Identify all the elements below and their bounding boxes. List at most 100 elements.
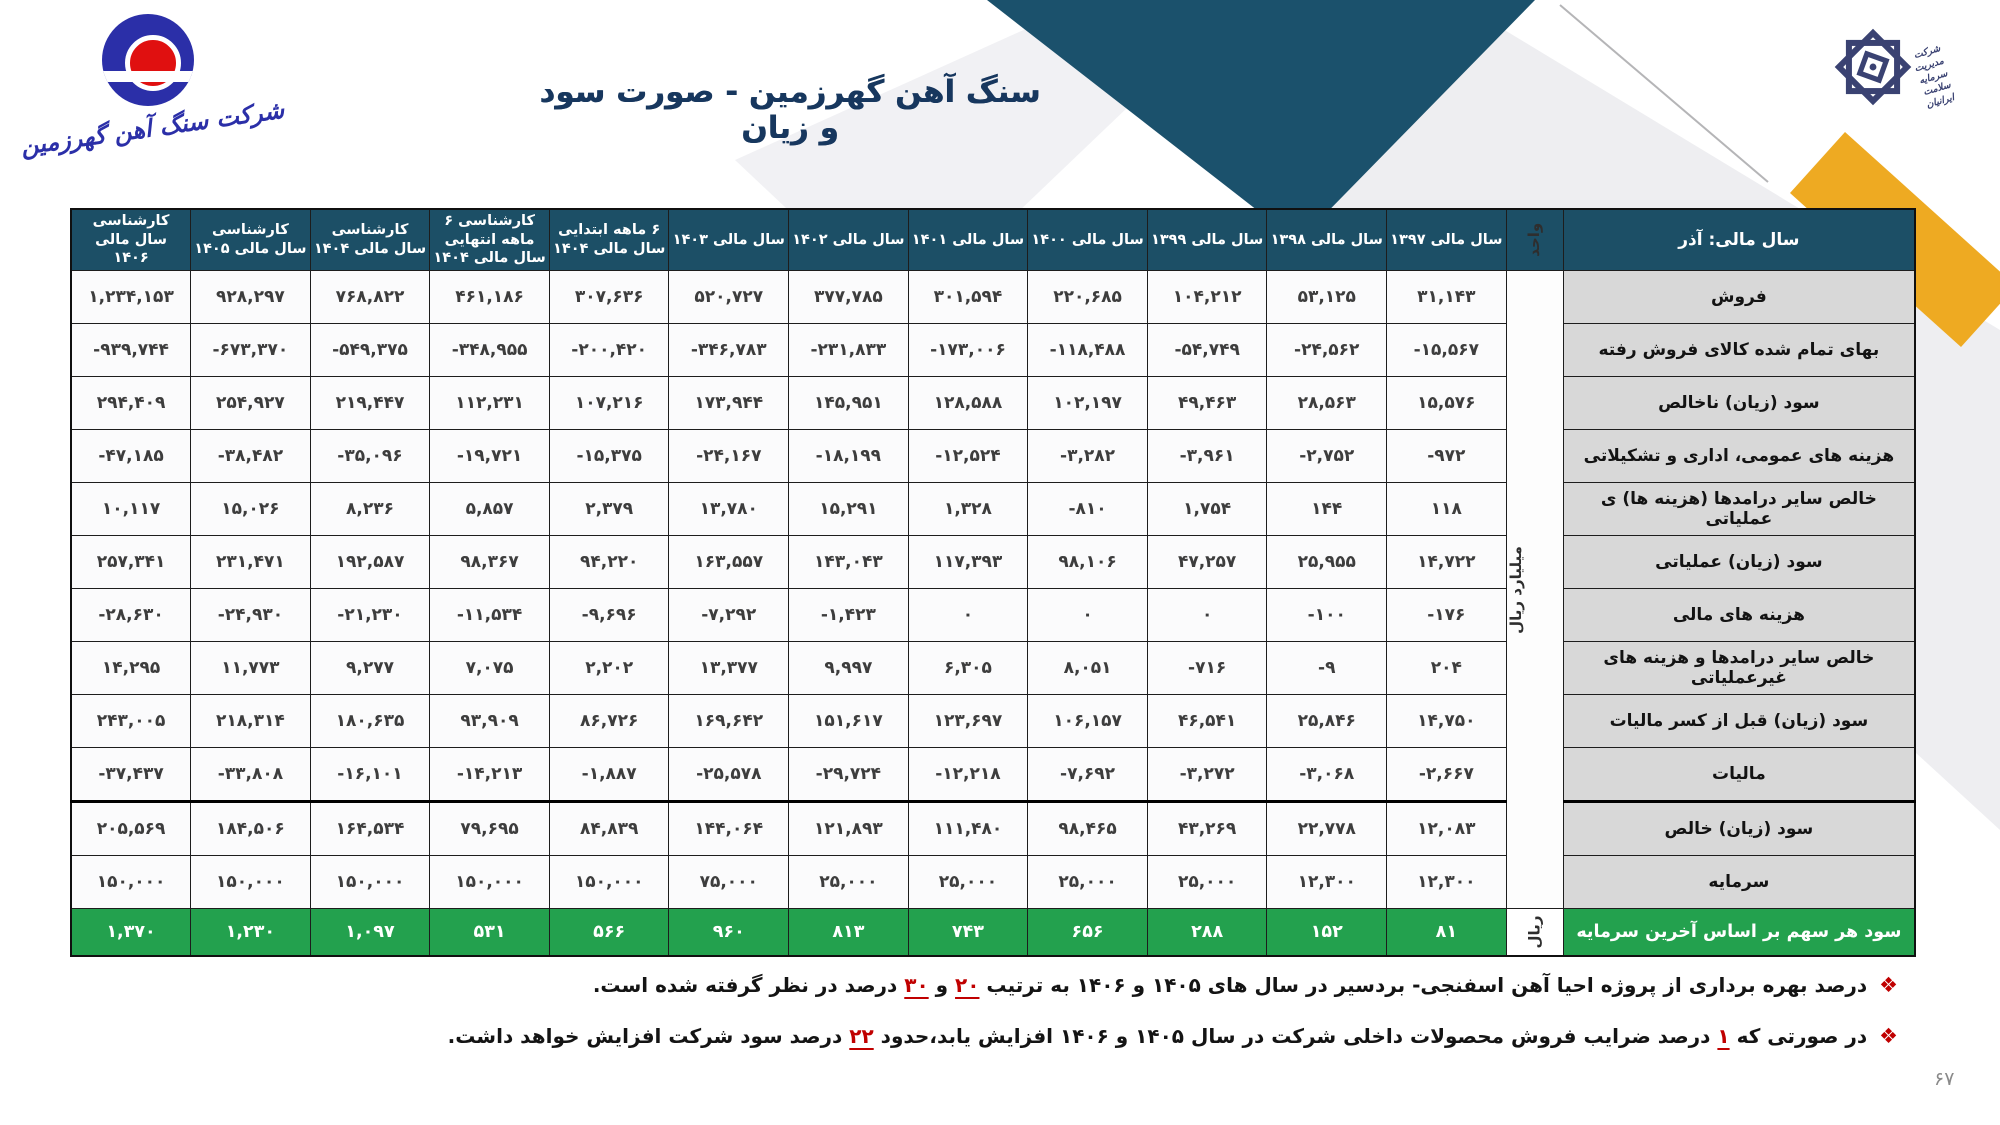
value-cell: ۶,۳۰۵ bbox=[907, 641, 1029, 695]
value-cell: -۲۱,۲۳۰ bbox=[309, 588, 431, 642]
value-cell: ۳۰۷,۶۳۶ bbox=[548, 270, 670, 324]
value-cell: ۱۰۷,۲۱۶ bbox=[548, 376, 670, 430]
value-cell: ۲۰۴ bbox=[1386, 641, 1507, 695]
value-cell: ۲۵,۹۵۵ bbox=[1266, 535, 1388, 589]
value-cell: ۱۸۴,۵۰۶ bbox=[190, 800, 311, 856]
value-cell: ۹۸,۱۰۶ bbox=[1027, 535, 1148, 589]
value-cell: ۴۶۱,۱۸۶ bbox=[429, 270, 550, 324]
value-cell: ۱۴۴,۰۶۴ bbox=[668, 800, 790, 856]
emblem-star-icon bbox=[1834, 28, 1912, 106]
value-cell: ۲,۲۰۲ bbox=[548, 641, 670, 695]
value-cell: -۱۱۸,۴۸۸ bbox=[1027, 323, 1148, 377]
value-cell: -۳۷,۴۳۷ bbox=[70, 747, 192, 802]
value-cell: ۷۹,۶۹۵ bbox=[429, 800, 550, 856]
value-cell: -۲۴,۱۶۷ bbox=[668, 429, 790, 483]
value-cell: -۲,۷۵۲ bbox=[1266, 429, 1388, 483]
thin-diagonal-line bbox=[1559, 4, 1769, 183]
value-cell: -۳,۲۸۲ bbox=[1027, 429, 1148, 483]
fiscal-year-corner-header: سال مالی: آذر bbox=[1562, 208, 1916, 271]
value-cell: ۳۱,۱۴۳ bbox=[1386, 270, 1507, 324]
value-cell: ۲۵,۰۰۰ bbox=[1027, 855, 1148, 909]
value-cell: ۱۴۵,۹۵۱ bbox=[788, 376, 909, 430]
value-cell: -۳۳,۸۰۸ bbox=[190, 747, 311, 802]
value-cell: -۱۲,۲۱۸ bbox=[907, 747, 1029, 802]
row-label-5: سود (زیان) عملیاتی bbox=[1562, 535, 1916, 589]
emblem-caption: شرکت مدیریت سرمایه سلامت ایرانیان bbox=[1912, 43, 1956, 111]
table-row: هزینه های عمومی، اداری و تشکیلاتی -۹۷۲ -۲,… bbox=[70, 429, 1916, 483]
value-cell: ۹,۹۹۷ bbox=[788, 641, 909, 695]
eps-unit-cell-rotated-text: ریال bbox=[1525, 915, 1544, 949]
value-cell: ۲۵۷,۳۴۱ bbox=[70, 535, 192, 589]
value-cell: ۱۲,۰۸۳ bbox=[1386, 800, 1507, 856]
value-cell: -۱,۴۲۳ bbox=[788, 588, 909, 642]
eps-value-cell: ۵۶۶ bbox=[548, 908, 670, 957]
value-cell: ۰ bbox=[907, 588, 1029, 642]
footnote-2-text: درصد سود شرکت افزایش خواهد داشت. bbox=[447, 1024, 850, 1049]
row-label-3: هزینه های عمومی، اداری و تشکیلاتی bbox=[1562, 429, 1916, 483]
value-cell: ۹۴,۲۲۰ bbox=[548, 535, 670, 589]
value-cell: ۱۹۲,۵۸۷ bbox=[309, 535, 431, 589]
row-label-4: خالص سایر درامدها (هزینه ها) ی عملیاتی bbox=[1562, 482, 1916, 536]
footnote-2-highlight-1: ۱ bbox=[1717, 1024, 1730, 1049]
value-cell: ۲۸,۵۶۳ bbox=[1266, 376, 1388, 430]
value-cell: ۹۸,۳۶۷ bbox=[429, 535, 550, 589]
value-cell: ۲۱۹,۴۴۷ bbox=[309, 376, 431, 430]
value-cell: ۱۳,۳۷۷ bbox=[668, 641, 790, 695]
value-cell: ۱۸۰,۶۳۵ bbox=[309, 694, 431, 748]
value-cell: ۸,۰۵۱ bbox=[1027, 641, 1148, 695]
value-cell: -۳۴۸,۹۵۵ bbox=[429, 323, 550, 377]
table-row: هزینه های مالی -۱۷۶ -۱۰۰ ۰ ۰ ۰ -۱,۴۲۳ -۷,۲۹۲ -۹,… bbox=[70, 588, 1916, 642]
eps-value-cell: ۲۸۸ bbox=[1146, 908, 1268, 957]
value-cell: -۳,۲۷۲ bbox=[1146, 747, 1268, 802]
value-cell: ۱۵۰,۰۰۰ bbox=[190, 855, 311, 909]
value-cell: ۲۲۰,۶۸۵ bbox=[1027, 270, 1148, 324]
footnote-1: ❖ درصد بهره برداری از پروژه احیا آهن اسفن… bbox=[378, 970, 1898, 1000]
value-cell: -۵۴۹,۳۷۵ bbox=[309, 323, 431, 377]
value-cell: ۲۵۴,۹۲۷ bbox=[190, 376, 311, 430]
value-cell: ۱۱,۷۷۳ bbox=[190, 641, 311, 695]
value-cell: ۱۱۲,۲۳۱ bbox=[429, 376, 550, 430]
value-cell: ۸۶,۷۲۶ bbox=[548, 694, 670, 748]
eps-row-label: سود هر سهم بر اساس آخرین سرمایه bbox=[1562, 908, 1916, 957]
row-label-6: هزینه های مالی bbox=[1562, 588, 1916, 642]
value-cell: -۱۷۶ bbox=[1386, 588, 1507, 642]
row-label-0: فروش bbox=[1562, 270, 1916, 324]
value-cell: ۱۶۴,۵۳۴ bbox=[309, 800, 431, 856]
year-header-5: سال مالی ۱۴۰۲ bbox=[788, 208, 909, 271]
value-cell: ۹۲۸,۲۹۷ bbox=[190, 270, 311, 324]
value-cell: -۵۴,۷۴۹ bbox=[1146, 323, 1268, 377]
value-cell: ۲۴۳,۰۰۵ bbox=[70, 694, 192, 748]
value-cell: ۱۴,۷۲۲ bbox=[1386, 535, 1507, 589]
value-cell: -۷,۶۹۲ bbox=[1027, 747, 1148, 802]
eps-value-cell: ۱۵۲ bbox=[1266, 908, 1388, 957]
table-row: خالص سایر درامدها (هزینه ها) ی عملیاتی ۱۱… bbox=[70, 482, 1916, 536]
navy-diagonal-band bbox=[987, 0, 1535, 242]
year-header-2: سال مالی ۱۳۹۹ bbox=[1146, 208, 1268, 271]
value-cell: -۹۷۲ bbox=[1386, 429, 1507, 483]
value-cell: ۵۳,۱۲۵ bbox=[1266, 270, 1388, 324]
table-row: سود (زیان) قبل از کسر مالیات ۱۴,۷۵۰ ۲۵,۸۴۶… bbox=[70, 694, 1916, 748]
value-cell: ۲۳۱,۴۷۱ bbox=[190, 535, 311, 589]
footnote-1-text: درصد در نظر گرفته شده است. bbox=[592, 973, 905, 997]
value-cell: ۱۰۴,۲۱۲ bbox=[1146, 270, 1268, 324]
eps-value-cell: ۶۵۶ bbox=[1027, 908, 1148, 957]
value-cell: ۷۵,۰۰۰ bbox=[668, 855, 790, 909]
value-cell: -۱۵,۵۶۷ bbox=[1386, 323, 1507, 377]
value-cell: ۱,۳۲۸ bbox=[907, 482, 1029, 536]
diamond-bullet-icon: ❖ bbox=[1879, 1024, 1898, 1049]
eps-value-cell: ۱,۳۷۰ bbox=[70, 908, 192, 957]
value-cell: ۲,۳۷۹ bbox=[548, 482, 670, 536]
unit-column-header-rotated-text: واحد bbox=[1524, 222, 1543, 257]
year-header-0: سال مالی ۱۳۹۷ bbox=[1386, 208, 1507, 271]
value-cell: ۰ bbox=[1146, 588, 1268, 642]
footnote-1-text: و bbox=[928, 973, 956, 997]
value-cell: -۱۴,۲۱۳ bbox=[429, 747, 550, 802]
logo-white-stripe bbox=[102, 71, 194, 82]
value-cell: -۲,۶۶۷ bbox=[1386, 747, 1507, 802]
year-header-3: سال مالی ۱۴۰۰ bbox=[1027, 208, 1148, 271]
header-row: سال مالی: آذر واحد سال مالی ۱۳۹۷ سال مالی ۱… bbox=[70, 208, 1916, 271]
value-cell: -۲۳۱,۸۳۳ bbox=[788, 323, 909, 377]
value-cell: -۲۴,۵۶۲ bbox=[1266, 323, 1388, 377]
value-cell: ۱۲۱,۸۹۳ bbox=[788, 800, 909, 856]
value-cell: ۱۵۰,۰۰۰ bbox=[70, 855, 192, 909]
